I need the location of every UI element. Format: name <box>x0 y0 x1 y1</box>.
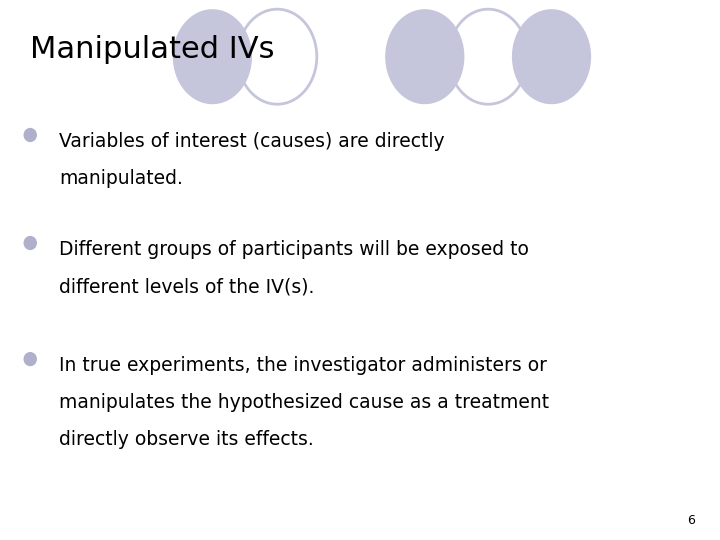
Ellipse shape <box>24 352 37 366</box>
Text: different levels of the IV(s).: different levels of the IV(s). <box>59 277 315 296</box>
Ellipse shape <box>173 9 252 104</box>
Text: directly observe its effects.: directly observe its effects. <box>59 430 314 449</box>
Ellipse shape <box>385 9 464 104</box>
Text: Different groups of participants will be exposed to: Different groups of participants will be… <box>59 240 529 259</box>
Text: 6: 6 <box>687 514 695 526</box>
Ellipse shape <box>24 236 37 250</box>
Ellipse shape <box>24 128 37 142</box>
Ellipse shape <box>512 9 591 104</box>
Text: manipulated.: manipulated. <box>59 169 183 188</box>
Text: Variables of interest (causes) are directly: Variables of interest (causes) are direc… <box>59 132 445 151</box>
Text: In true experiments, the investigator administers or: In true experiments, the investigator ad… <box>59 356 547 375</box>
Text: manipulates the hypothesized cause as a treatment: manipulates the hypothesized cause as a … <box>59 393 549 412</box>
Text: Manipulated IVs: Manipulated IVs <box>30 35 275 64</box>
